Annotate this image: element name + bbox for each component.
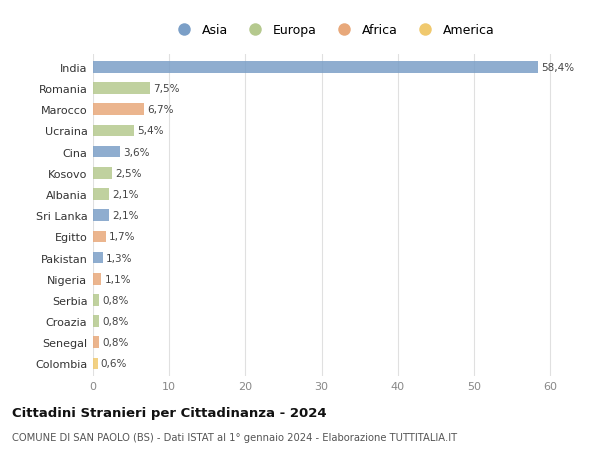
Text: COMUNE DI SAN PAOLO (BS) - Dati ISTAT al 1° gennaio 2024 - Elaborazione TUTTITAL: COMUNE DI SAN PAOLO (BS) - Dati ISTAT al… (12, 432, 457, 442)
Text: 3,6%: 3,6% (124, 147, 150, 157)
Text: 0,8%: 0,8% (102, 295, 128, 305)
Text: 1,1%: 1,1% (104, 274, 131, 284)
Bar (93, 210, 109, 222)
Text: 2,1%: 2,1% (112, 211, 139, 221)
Bar (93, 104, 144, 116)
Text: 0,8%: 0,8% (102, 337, 128, 347)
Text: Cittadini Stranieri per Cittadinanza - 2024: Cittadini Stranieri per Cittadinanza - 2… (12, 406, 326, 419)
Bar (93, 62, 538, 73)
Bar (93, 252, 103, 264)
Bar (93, 125, 134, 137)
Bar (93, 83, 150, 95)
Bar (93, 295, 99, 306)
Text: 1,3%: 1,3% (106, 253, 133, 263)
Bar (93, 189, 109, 201)
Bar (93, 146, 121, 158)
Text: 1,7%: 1,7% (109, 232, 136, 242)
Text: 0,6%: 0,6% (101, 358, 127, 369)
Text: 5,4%: 5,4% (137, 126, 164, 136)
Bar (93, 358, 98, 369)
Text: 7,5%: 7,5% (153, 84, 179, 94)
Bar (93, 273, 101, 285)
Text: 58,4%: 58,4% (541, 63, 574, 73)
Text: 0,8%: 0,8% (102, 316, 128, 326)
Bar (93, 337, 99, 348)
Text: 2,1%: 2,1% (112, 190, 139, 200)
Bar (93, 168, 112, 179)
Bar (93, 231, 106, 243)
Text: 2,5%: 2,5% (115, 168, 142, 179)
Bar (93, 316, 99, 327)
Text: 6,7%: 6,7% (147, 105, 173, 115)
Legend: Asia, Europa, Africa, America: Asia, Europa, Africa, America (172, 24, 494, 37)
